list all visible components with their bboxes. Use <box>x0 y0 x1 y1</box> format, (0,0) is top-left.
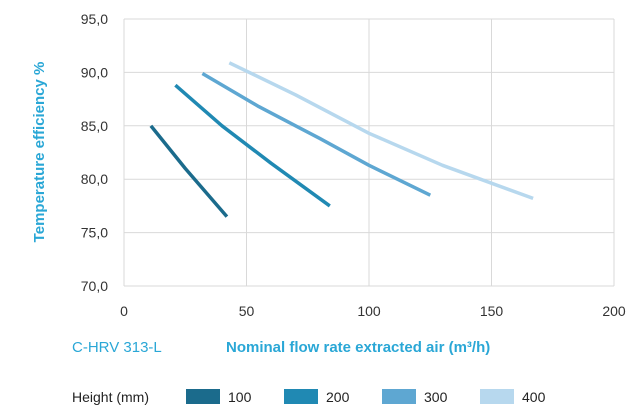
series-line-400 <box>228 61 534 201</box>
legend-label-100: 100 <box>228 389 252 405</box>
y-tick-label: 80,0 <box>81 171 108 187</box>
y-tick-label: 75,0 <box>81 225 108 241</box>
legend-swatch-100 <box>186 389 220 404</box>
legend-swatch-400 <box>480 389 514 404</box>
y-tick-label: 85,0 <box>81 118 108 134</box>
legend: Height (mm) 100 200 300 400 <box>72 389 546 405</box>
legend-swatch-300 <box>382 389 416 404</box>
x-tick-label: 100 <box>357 303 381 319</box>
axis-ticks: 70,0 75,0 80,0 85,0 90,0 95,0 0 50 100 150 200 <box>81 11 626 319</box>
legend-label-300: 300 <box>424 389 448 405</box>
legend-label-200: 200 <box>326 389 350 405</box>
legend-label-400: 400 <box>522 389 546 405</box>
y-tick-label: 70,0 <box>81 278 108 294</box>
y-axis-title: Temperature efficiency % <box>31 62 48 243</box>
y-tick-label: 95,0 <box>81 11 108 27</box>
x-tick-label: 150 <box>480 303 504 319</box>
legend-swatch-200 <box>284 389 318 404</box>
x-tick-label: 200 <box>602 303 626 319</box>
legend-title: Height (mm) <box>72 389 149 405</box>
grid <box>123 18 615 287</box>
model-label: C-HRV 313-L <box>72 339 162 356</box>
y-tick-label: 90,0 <box>81 64 108 80</box>
x-axis-title: Nominal flow rate extracted air (m³/h) <box>226 339 490 356</box>
x-tick-label: 50 <box>239 303 255 319</box>
x-tick-label: 0 <box>120 303 128 319</box>
series-line-100 <box>149 124 229 218</box>
series-line-300 <box>201 71 432 197</box>
series-lines <box>149 61 534 218</box>
series-line-200 <box>174 83 331 208</box>
